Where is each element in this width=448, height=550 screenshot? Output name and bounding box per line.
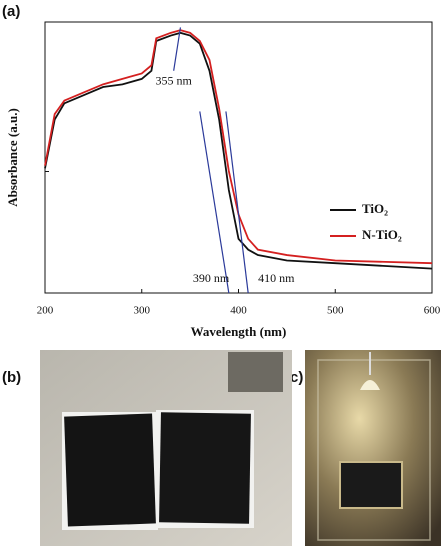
annotation-line	[173, 27, 182, 71]
x-tick-label: 500	[327, 305, 344, 317]
photo-b	[40, 350, 292, 546]
x-tick-label: 300	[134, 305, 151, 317]
legend-label: TiO₂	[362, 201, 388, 216]
annotation: 410 nm	[258, 271, 295, 285]
x-axis-label: Wavelength (nm)	[191, 324, 287, 339]
line-series	[44, 29, 433, 265]
photo-c	[305, 350, 441, 546]
x-tick-label: 400	[230, 305, 247, 317]
plot-frame	[44, 21, 433, 294]
x-tick-label: 200	[37, 305, 54, 317]
line-series	[44, 31, 433, 270]
annotation: 390 nm	[193, 271, 230, 285]
annotation-line	[199, 111, 230, 294]
legend-label: N-TiO₂	[362, 227, 402, 242]
annotation: 355 nm	[156, 73, 193, 87]
panel-label: (b)	[2, 369, 21, 386]
panel-label: (a)	[2, 3, 20, 20]
annotation-line	[225, 111, 249, 294]
y-axis-label: Absorbance (a.u.)	[5, 108, 20, 207]
x-tick-label: 600	[424, 305, 441, 317]
